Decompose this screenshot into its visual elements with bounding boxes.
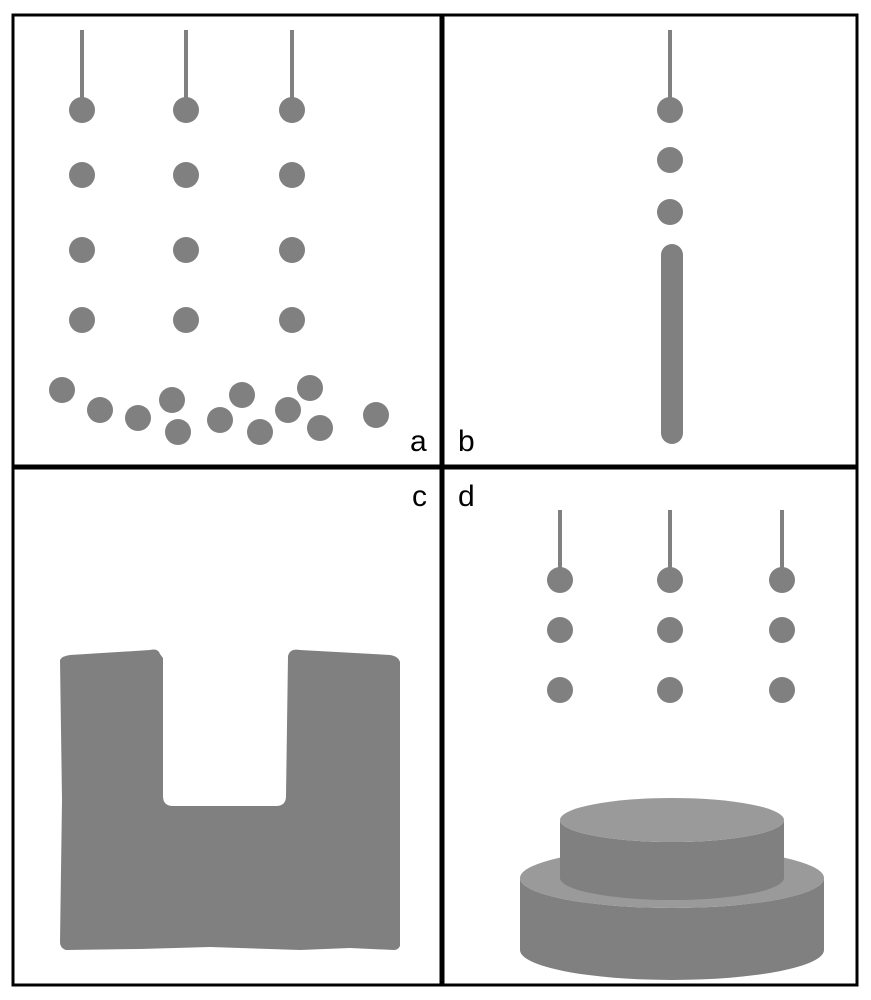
- figure-svg: [0, 0, 871, 1000]
- nozzle-tip: [69, 97, 95, 123]
- droplet: [279, 237, 305, 263]
- scattered-droplet: [275, 397, 301, 423]
- scattered-droplet: [125, 405, 151, 431]
- panel-label-d: d: [458, 480, 475, 514]
- cake-top-top: [560, 798, 784, 842]
- droplet: [769, 617, 795, 643]
- nozzle-tip: [547, 567, 573, 593]
- scattered-droplet: [159, 387, 185, 413]
- droplet: [173, 307, 199, 333]
- nozzle-tip: [657, 567, 683, 593]
- scattered-droplet: [49, 377, 75, 403]
- droplet: [657, 147, 683, 173]
- scattered-droplet: [363, 402, 389, 428]
- nozzle-tip: [279, 97, 305, 123]
- droplet: [657, 199, 683, 225]
- scattered-droplet: [229, 382, 255, 408]
- droplet: [769, 677, 795, 703]
- droplet: [547, 617, 573, 643]
- panel-label-c: c: [412, 480, 427, 514]
- scattered-droplet: [247, 419, 273, 445]
- droplet: [279, 307, 305, 333]
- scattered-droplet: [165, 419, 191, 445]
- droplet: [173, 162, 199, 188]
- pillar: [661, 244, 683, 444]
- scattered-droplet: [297, 375, 323, 401]
- panel-label-a: a: [410, 425, 427, 459]
- scattered-droplet: [87, 397, 113, 423]
- droplet: [657, 617, 683, 643]
- droplet: [69, 162, 95, 188]
- droplet: [657, 677, 683, 703]
- u-shape: [60, 650, 400, 951]
- scattered-droplet: [307, 415, 333, 441]
- figure-canvas: a b c d: [0, 0, 871, 1000]
- nozzle-tip: [173, 97, 199, 123]
- panel-label-b: b: [458, 425, 475, 459]
- scattered-droplet: [207, 407, 233, 433]
- nozzle-tip: [769, 567, 795, 593]
- nozzle-tip: [657, 97, 683, 123]
- droplet: [69, 307, 95, 333]
- droplet: [547, 677, 573, 703]
- droplet: [279, 162, 305, 188]
- droplet: [173, 237, 199, 263]
- droplet: [69, 237, 95, 263]
